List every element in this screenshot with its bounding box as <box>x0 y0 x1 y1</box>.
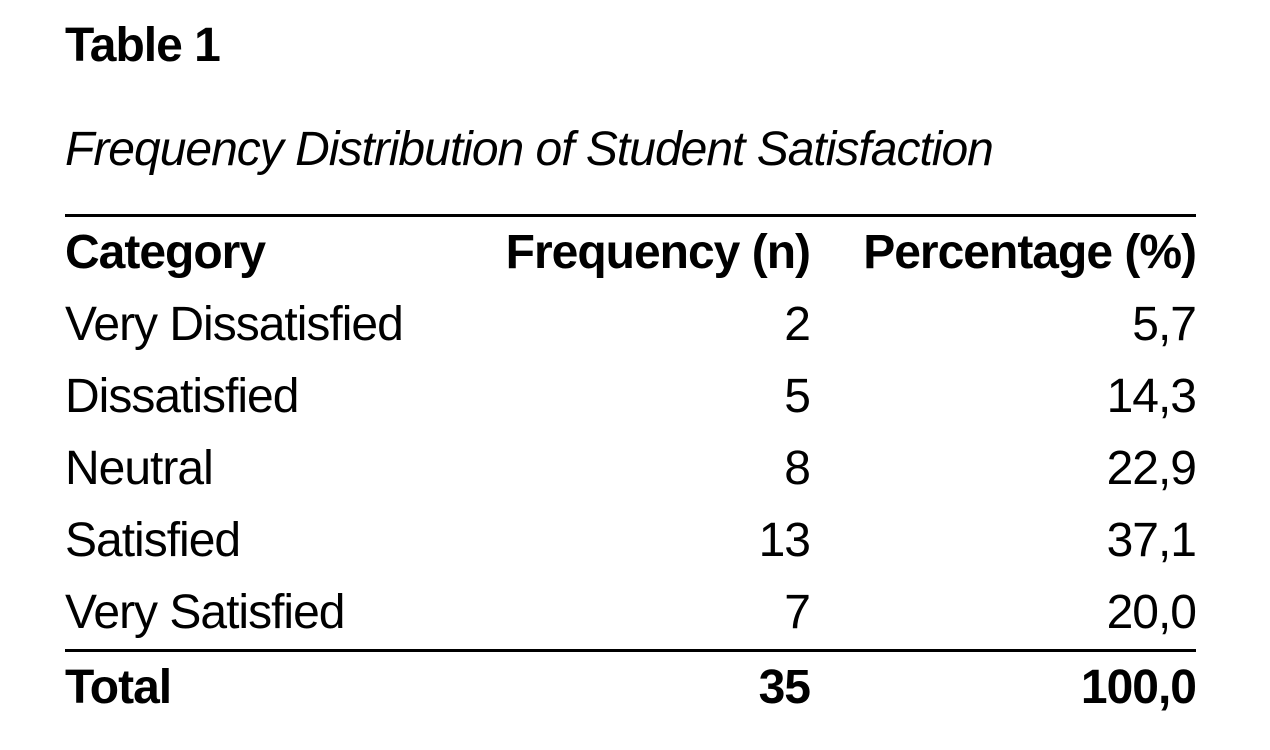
table-row: Dissatisfied 5 14,3 <box>65 361 1197 433</box>
cell-frequency: 13 <box>758 514 811 567</box>
column-header-frequency: Frequency (n) <box>505 226 811 279</box>
table-row: Very Satisfied 7 20,0 <box>65 577 1197 651</box>
cell-frequency: 8 <box>784 442 811 495</box>
cell-category: Very Satisfied <box>65 586 345 639</box>
cell-category: Very Dissatisfied <box>65 298 404 351</box>
header-row: Category Frequency (n) Percentage (%) <box>65 216 1197 290</box>
table-row: Neutral 8 22,9 <box>65 433 1197 505</box>
cell-percentage: 20,0 <box>1106 586 1197 639</box>
cell-percentage: 14,3 <box>1106 370 1197 423</box>
frequency-table: Category Frequency (n) Percentage (%) Ve… <box>65 214 1197 724</box>
table-row: Satisfied 13 37,1 <box>65 505 1197 577</box>
cell-total-label: Total <box>65 649 465 724</box>
document-content: Table 1 Frequency Distribution of Studen… <box>65 0 1197 724</box>
cell-total-frequency: 35 <box>465 649 811 724</box>
cell-frequency: 7 <box>784 586 811 639</box>
column-header-percentage: Percentage (%) <box>863 226 1197 279</box>
cell-category: Neutral <box>65 442 214 495</box>
cell-category: Satisfied <box>65 514 241 567</box>
table-row: Very Dissatisfied 2 5,7 <box>65 289 1197 361</box>
column-header-category: Category <box>65 226 266 279</box>
cell-category: Dissatisfied <box>65 370 299 423</box>
total-row: Total 35 100,0 <box>65 649 1197 724</box>
cell-frequency: 5 <box>784 370 811 423</box>
cell-frequency: 2 <box>784 298 811 351</box>
table-label: Table 1 <box>65 19 221 72</box>
cell-percentage: 22,9 <box>1106 442 1197 495</box>
cell-percentage: 5,7 <box>1132 298 1197 351</box>
cell-total-percentage: 100,0 <box>810 649 1197 724</box>
cell-percentage: 37,1 <box>1106 514 1197 567</box>
table-caption: Frequency Distribution of Student Satisf… <box>65 123 994 176</box>
